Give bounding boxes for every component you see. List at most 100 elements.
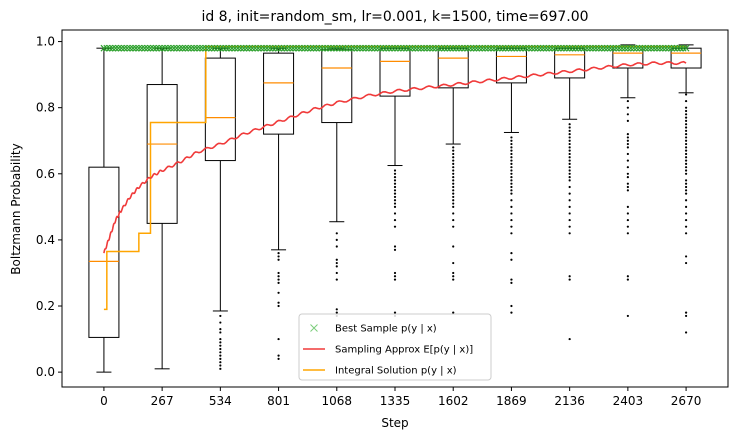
outlier-point [219,328,222,331]
best-sample-marker [362,44,370,52]
outlier-point [684,93,688,96]
best-sample-marker [569,44,576,52]
outlier-point [335,271,338,275]
outlier-point [510,166,513,169]
outlier-point [684,126,688,129]
outlier-point [568,225,571,228]
outlier-point [452,218,455,222]
outlier-point [684,314,688,318]
box-iqr [437,47,469,89]
best-sample-marker [289,44,297,52]
best-sample-marker [426,44,434,52]
best-sample-marker [493,44,501,52]
outlier-point [452,169,455,172]
legend-label: Integral Solution p(y | x) [335,366,457,377]
outlier-point [568,129,571,132]
best-sample-marker [676,44,684,52]
legend-item-sampling-approx: Sampling Approx E[p(y | x)] [303,345,473,356]
outlier-point [452,172,455,175]
outlier-point [510,281,513,284]
outlier-point [393,271,397,275]
best-sample-marker [251,44,259,52]
outlier-point [393,195,397,199]
outlier-point [684,311,688,314]
best-sample-marker [257,44,265,52]
outlier-point [510,146,513,149]
best-sample-marker [147,44,154,52]
outlier-point [277,258,280,261]
best-sample-marker [644,44,652,52]
outlier-point [684,205,688,208]
outlier-point [335,308,338,311]
best-sample-marker [452,44,460,52]
best-sample-marker [609,44,617,52]
outlier-point [335,232,338,235]
best-sample-marker [246,44,253,52]
outlier-point [452,212,455,215]
best-sample-marker [476,44,483,52]
outlier-point [510,139,513,142]
boxplot-1068 [321,47,353,351]
outlier-point [510,136,513,139]
best-sample-marker [350,44,358,52]
outlier-point [510,232,513,235]
outlier-point [219,344,222,347]
best-sample-marker [356,44,364,52]
box-iqr [263,52,295,135]
best-sample-marker [100,44,108,52]
outlier-point [568,156,571,159]
outlier-point [335,278,338,281]
boxplot-1869 [495,46,527,314]
outlier-point [626,275,629,278]
best-sample-marker [321,44,329,52]
best-sample-marker [583,44,591,52]
outlier-point [510,172,513,175]
outlier-point [452,261,455,265]
best-sample-marker [173,44,181,52]
outlier-point [568,126,571,129]
best-sample-marker [179,44,186,52]
outlier-point [684,179,688,182]
outlier-point [452,159,455,162]
outlier-point [568,133,571,136]
outlier-point [393,248,397,251]
y-tick-label: 0.6 [36,167,55,181]
outlier-point [684,192,688,195]
x-tick-label: 2403 [613,394,644,408]
best-sample-marker [211,44,218,52]
outlier-point [510,205,513,208]
best-sample-marker [432,44,440,52]
outlier-point [510,179,513,182]
outlier-point [510,189,513,192]
best-sample-marker [254,44,262,52]
best-sample-marker [353,44,361,52]
x-axis-label: Step [381,416,408,430]
best-sample-marker [656,44,664,52]
outlier-point [684,218,688,222]
outlier-point [626,175,629,179]
legend-label: Best Sample p(y | x) [335,324,437,335]
best-sample-marker [441,44,448,52]
best-sample-marker [446,44,454,52]
outlier-point [510,212,513,215]
outlier-point [684,133,688,136]
best-sample-marker [627,44,635,52]
x-tick-label: 267 [151,394,174,408]
legend-marker [310,324,318,332]
best-sample-marker [542,44,550,52]
outlier-point [510,149,513,152]
outlier-point [568,199,571,202]
best-sample-marker [283,44,291,52]
outlier-point [684,185,688,189]
best-sample-marker [228,44,236,52]
outlier-point [684,123,688,126]
best-sample-marker [339,44,346,52]
best-sample-marker [231,44,239,52]
axes: 0 267 534 801 1068 1335 1602 1869 2136 2403 2670 0.… [36,29,729,408]
outlier-point [452,275,455,278]
outlier-point [452,195,455,199]
plot-area [88,44,702,373]
outlier-point [277,271,280,275]
best-sample-marker [682,44,690,52]
best-sample-marker [458,44,466,52]
